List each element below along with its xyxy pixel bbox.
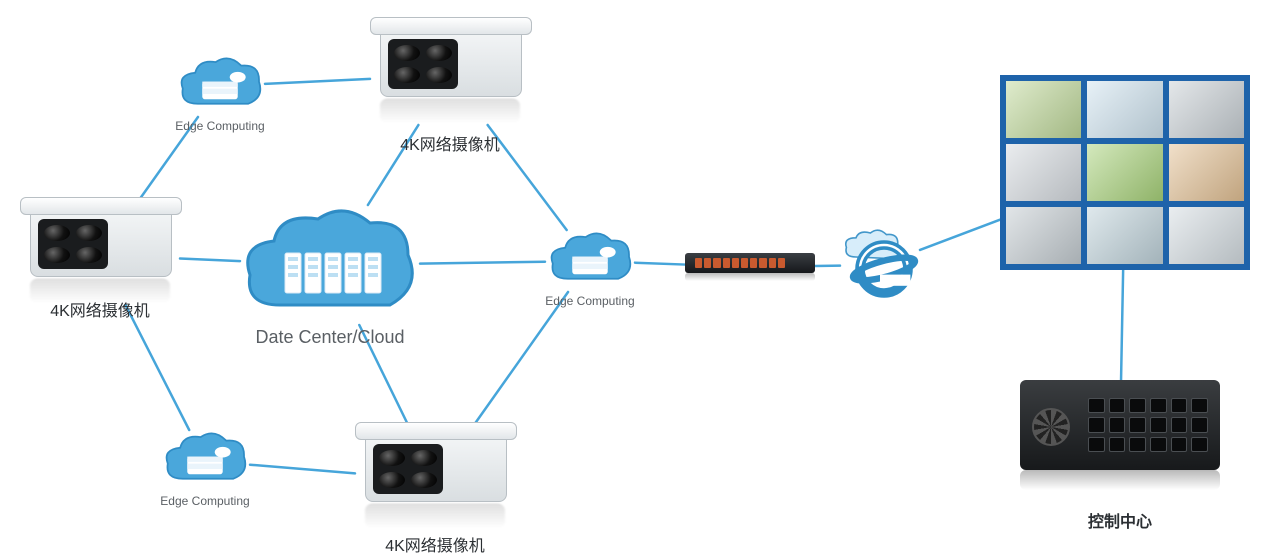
edge-cloud-bottom-left [160, 430, 250, 492]
datacenter-cloud [240, 205, 420, 325]
video-wall [1000, 75, 1250, 270]
video-wall-tile [1087, 81, 1162, 138]
camera-bottom [355, 430, 515, 530]
camera-left-label: 4K网络摄像机 [0, 297, 220, 321]
video-wall-tile [1169, 81, 1244, 138]
control-center-label: 控制中心 [1000, 508, 1240, 532]
video-wall-tile [1169, 207, 1244, 264]
video-wall-tile [1087, 144, 1162, 201]
video-wall-tile [1006, 207, 1081, 264]
video-wall-tile [1087, 207, 1162, 264]
video-wall-tile [1006, 81, 1081, 138]
camera-left [20, 205, 180, 305]
edge-cloud-top-left [175, 55, 265, 117]
video-wall-tile [1006, 144, 1081, 201]
camera-top [370, 25, 530, 125]
edge-cloud-middle-label: Edge Computing [470, 294, 710, 308]
datacenter-label: Date Center/Cloud [210, 327, 450, 348]
edge-cloud-bottom-left-label: Edge Computing [85, 494, 325, 508]
camera-top-label: 4K网络摄像机 [330, 131, 570, 155]
internet-icon [840, 225, 920, 305]
camera-bottom-label: 4K网络摄像机 [315, 532, 555, 555]
video-wall-tile [1169, 144, 1244, 201]
edge-cloud-middle [545, 230, 635, 292]
network-switch [685, 253, 815, 281]
control-center-device [1020, 380, 1220, 490]
edge-cloud-top-left-label: Edge Computing [100, 119, 340, 133]
